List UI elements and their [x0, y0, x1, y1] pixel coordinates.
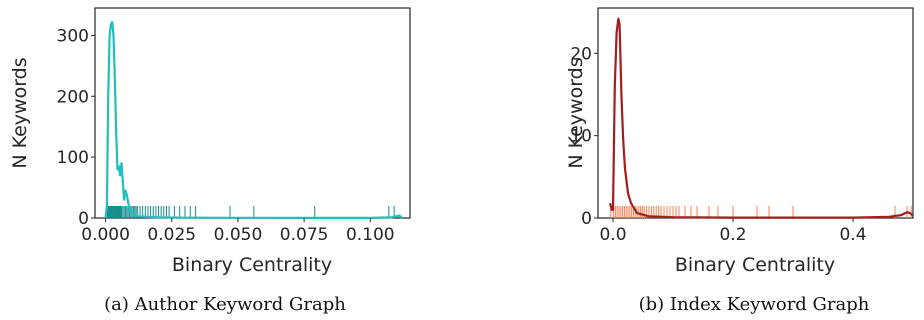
x-tick-label: 0.4: [839, 225, 866, 245]
y-axis-label-author: N Keywords: [9, 57, 31, 168]
x-tick-label: 0.075: [280, 225, 329, 245]
y-tick-label: 0: [581, 209, 592, 229]
x-axis-label-author: Binary Centrality: [172, 254, 332, 276]
caption-index: (b) Index Keyword Graph: [639, 294, 870, 315]
y-axis-label-index: N Keywords: [565, 57, 587, 168]
panel-index: 0.0 0.2 0.4 0 10 20 Binary Centrality N Keywo…: [565, 7, 914, 315]
x-tick-label: 0.0: [599, 225, 626, 245]
x-tick-label: 0.025: [147, 225, 196, 245]
x-tick-label: 0.2: [719, 225, 746, 245]
caption-author: (a) Author Keyword Graph: [104, 294, 346, 315]
x-tick-label: 0.100: [346, 225, 395, 245]
ticks-author: 0.000 0.025 0.050 0.075 0.100 0 100 200 300: [57, 26, 395, 245]
density-line-author: [104, 20, 403, 219]
y-tick-label: 100: [57, 148, 89, 168]
ticks-index: 0.0 0.2 0.4 0 10 20: [570, 44, 866, 245]
y-tick-label: 300: [57, 26, 89, 46]
x-tick-label: 0.000: [81, 225, 130, 245]
panel-author: 0.000 0.025 0.050 0.075 0.100 0 100 200 300 Bina…: [9, 7, 411, 315]
y-tick-label: 10: [570, 127, 592, 147]
y-tick-label: 200: [57, 87, 89, 107]
x-tick-label: 0.050: [214, 225, 263, 245]
y-tick-label: 20: [570, 44, 592, 64]
density-line-index: [608, 17, 914, 219]
x-axis-label-index: Binary Centrality: [675, 254, 835, 276]
rug-author: [106, 206, 395, 218]
plot-frame-author: [94, 7, 411, 219]
plot-frame-index: [597, 7, 914, 219]
y-tick-label: 0: [78, 209, 89, 229]
